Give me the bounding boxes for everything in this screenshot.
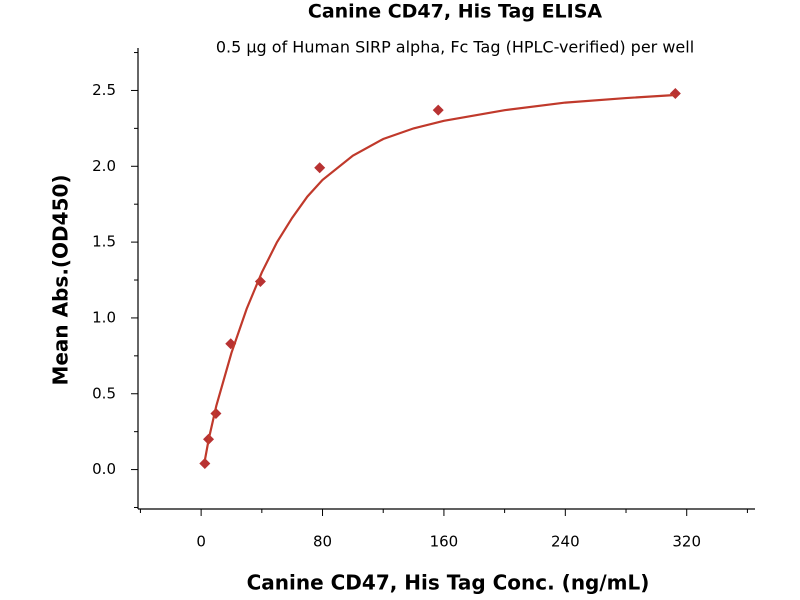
data-point [199, 458, 211, 470]
y-tick-label: 0.0 [92, 460, 116, 478]
y-tick-label: 1.5 [92, 233, 116, 251]
y-axis-title: Mean Abs.(OD450) [49, 174, 73, 385]
data-point [432, 104, 444, 116]
y-tick-label: 2.5 [92, 81, 116, 99]
y-tick-label: 0.5 [92, 384, 116, 402]
x-axis-title: Canine CD47, His Tag Conc. (ng/mL) [247, 571, 650, 595]
x-tick-label: 0 [196, 533, 206, 551]
data-point [669, 87, 681, 99]
x-tick-label: 320 [672, 533, 701, 551]
chart-title: Canine CD47, His Tag ELISA [308, 1, 603, 23]
fit-curve [203, 93, 676, 461]
x-tick-label: 160 [430, 533, 459, 551]
chart-subtitle: 0.5 µg of Human SIRP alpha, Fc Tag (HPLC… [216, 38, 694, 57]
y-tick-label: 1.0 [92, 308, 116, 326]
x-tick-label: 240 [551, 533, 580, 551]
data-point [314, 162, 326, 174]
y-tick-label: 2.0 [92, 157, 116, 175]
x-tick-label: 80 [313, 533, 332, 551]
